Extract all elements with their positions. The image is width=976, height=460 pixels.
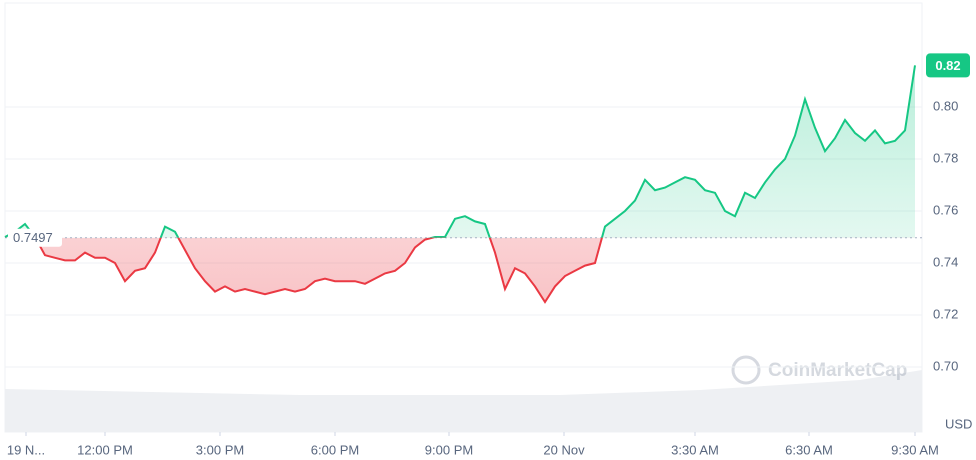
x-tick-label: 3:00 PM xyxy=(196,442,244,457)
x-tick-label: 3:30 AM xyxy=(671,442,719,457)
x-tick-label: 9:00 PM xyxy=(425,442,473,457)
price-line-down xyxy=(5,237,603,304)
x-tick-label: 12:00 PM xyxy=(77,442,133,457)
current-price-badge xyxy=(926,53,970,78)
x-tick-label: 9:30 AM xyxy=(891,442,939,457)
x-tick-label: 6:30 AM xyxy=(785,442,833,457)
y-tick-label: 0.74 xyxy=(933,254,958,269)
y-tick-label: 0.76 xyxy=(933,202,958,217)
area-up xyxy=(5,65,915,238)
volume-area xyxy=(5,370,922,432)
watermark: CoinMarketCap xyxy=(731,355,907,385)
y-tick-label: 0.70 xyxy=(933,358,958,373)
area-down xyxy=(5,237,915,302)
price-line-up xyxy=(4,65,916,238)
baseline-label-bg xyxy=(8,228,62,247)
y-tick-label: 0.72 xyxy=(933,306,958,321)
baseline-label: 0.7497 xyxy=(13,230,53,245)
x-tick-label: 6:00 PM xyxy=(311,442,359,457)
y-tick-label: 0.78 xyxy=(933,150,958,165)
y-tick-label: 0.80 xyxy=(933,98,958,113)
x-tick-label: 20 Nov xyxy=(543,442,585,457)
current-price-label: 0.82 xyxy=(935,58,960,73)
y-unit: USD xyxy=(945,416,972,431)
watermark-text: CoinMarketCap xyxy=(768,360,907,381)
x-tick-label: 19 N... xyxy=(7,442,45,457)
